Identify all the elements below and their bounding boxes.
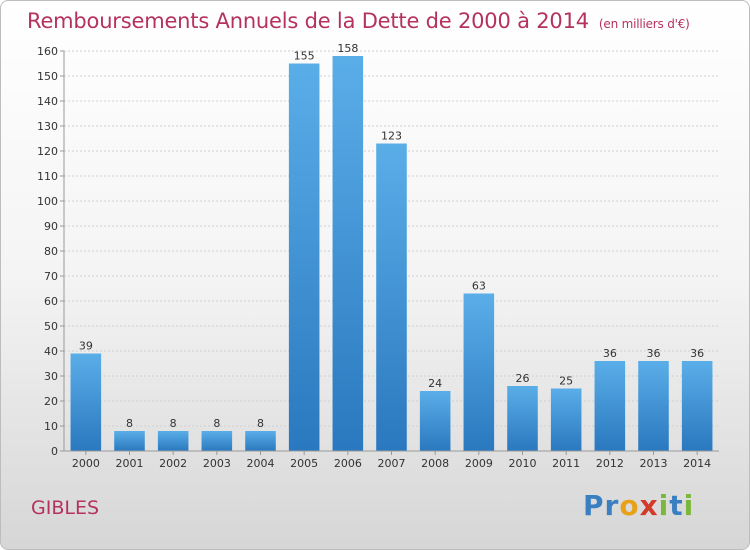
y-tick-label: 70 [44, 270, 58, 283]
x-tick-label: 2011 [552, 457, 580, 470]
x-tick-label: 2002 [159, 457, 187, 470]
x-tick-label: 2008 [421, 457, 449, 470]
x-axis: 2000 2001 2002 2003 2004 2005 2006 2007 2008 2009… [64, 450, 719, 470]
logo-letter: P [583, 489, 605, 522]
bar-value-label: 36 [603, 347, 617, 360]
y-tick-label: 100 [37, 195, 58, 208]
x-tick-label: 2007 [378, 457, 406, 470]
bar [507, 386, 538, 451]
proxiti-logo[interactable]: Proxiti [583, 489, 694, 522]
x-tick-label: 2003 [203, 457, 231, 470]
logo-letter: i [683, 489, 695, 522]
x-tick-label: 2013 [640, 457, 668, 470]
logo-letter: r [604, 489, 620, 522]
bar-value-label: 26 [516, 372, 530, 385]
y-tick-label: 40 [44, 345, 58, 358]
y-tick-label: 140 [37, 95, 58, 108]
bar-value-label: 8 [170, 417, 177, 430]
chart-title: Remboursements Annuels de la Dette de 20… [27, 9, 690, 33]
bar-value-label: 39 [79, 340, 93, 353]
bar [550, 388, 582, 451]
x-tick-label: 2009 [465, 457, 493, 470]
bar-value-label: 8 [126, 417, 133, 430]
y-tick-label: 150 [37, 70, 58, 83]
x-tick-label: 2001 [116, 457, 144, 470]
bar [419, 391, 451, 451]
logo-letter: o [619, 489, 640, 522]
bar [681, 361, 713, 451]
bar [70, 353, 102, 451]
x-tick-label: 2006 [334, 457, 362, 470]
y-tick-label: 20 [44, 395, 58, 408]
x-tick-label: 2014 [683, 457, 711, 470]
bar-value-label: 36 [690, 347, 704, 360]
y-axis: 0 10 20 30 40 50 60 70 80 90 100 110 120 130 140 150 160 [37, 45, 65, 458]
bar-value-label: 8 [213, 417, 220, 430]
bar [114, 431, 145, 451]
bar-value-label: 24 [428, 377, 442, 390]
x-tick-label: 2010 [509, 457, 537, 470]
bar [332, 56, 364, 451]
x-tick-label: 2000 [72, 457, 100, 470]
logo-letter: i [658, 489, 670, 522]
bar-value-label: 63 [472, 280, 486, 293]
y-tick-label: 160 [37, 45, 58, 58]
bar-value-label: 8 [257, 417, 264, 430]
bar [376, 143, 407, 451]
y-tick-label: 80 [44, 245, 58, 258]
y-tick-label: 120 [37, 145, 58, 158]
x-tick-label: 2012 [596, 457, 624, 470]
y-tick-label: 130 [37, 120, 58, 133]
logo-letter: t [669, 489, 684, 522]
x-tick-label: 2004 [247, 457, 275, 470]
bar-value-label: 123 [381, 130, 402, 143]
bar [638, 361, 669, 451]
bar-value-label: 36 [647, 347, 661, 360]
bar [288, 63, 320, 451]
y-tick-label: 0 [51, 445, 58, 458]
y-tick-label: 30 [44, 370, 58, 383]
logo-letter: x [639, 489, 659, 522]
bar [594, 361, 626, 451]
commune-name: GIBLES [31, 497, 100, 519]
bar-value-label: 155 [294, 50, 315, 63]
chart-title-text: Remboursements Annuels de la Dette de 20… [27, 9, 589, 33]
bar [201, 431, 233, 451]
y-tick-label: 10 [44, 420, 58, 433]
chart-unit: (en milliers d'€) [598, 17, 690, 31]
x-tick-label: 2005 [290, 457, 318, 470]
bar [157, 431, 189, 451]
y-tick-label: 90 [44, 220, 58, 233]
y-tick-label: 110 [37, 170, 58, 183]
bar [245, 431, 276, 451]
bar [463, 293, 495, 451]
y-tick-label: 50 [44, 320, 58, 333]
bar-value-label: 158 [337, 42, 358, 55]
y-tick-label: 60 [44, 295, 58, 308]
bar-value-label: 25 [559, 375, 573, 388]
bars: 39 8 8 8 8 155 158 123 24 63 26 25 36 36 36 [70, 42, 713, 451]
